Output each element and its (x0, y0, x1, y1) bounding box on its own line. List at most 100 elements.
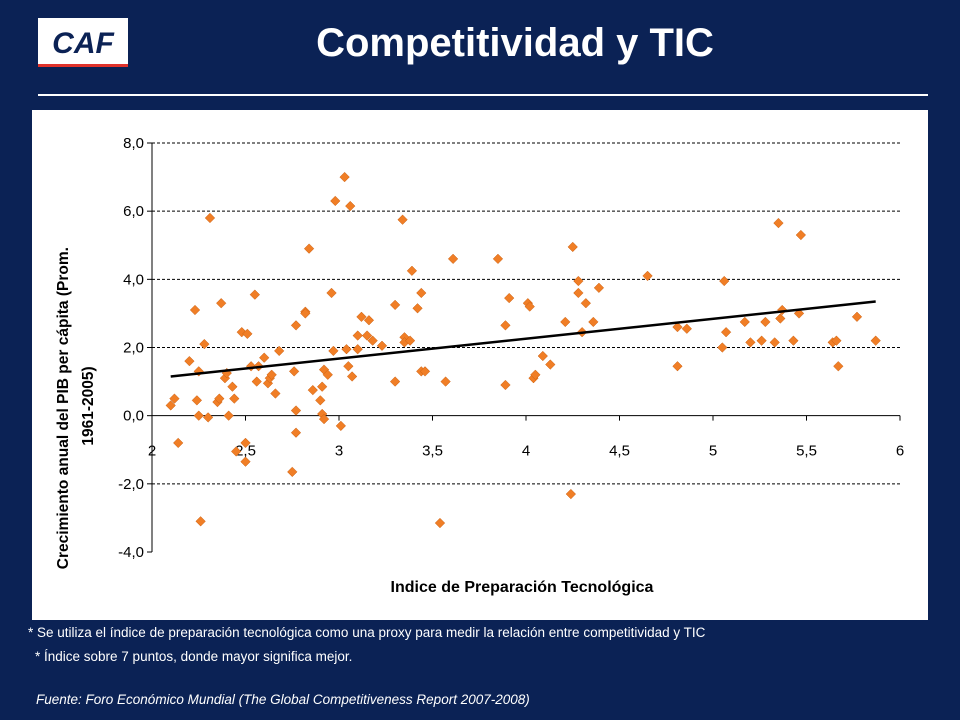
data-point (642, 270, 653, 282)
data-point (259, 352, 270, 363)
data-point (240, 456, 251, 467)
data-point (339, 171, 350, 183)
data-point (367, 335, 378, 346)
data-point (236, 327, 247, 338)
y-tick-label: 2,0 (123, 340, 144, 357)
data-point (404, 335, 416, 346)
data-point (326, 287, 337, 299)
data-point (274, 345, 285, 357)
data-point (573, 275, 584, 287)
data-point (672, 321, 683, 333)
data-point (240, 437, 251, 449)
data-point (851, 311, 863, 322)
data-point (216, 298, 227, 309)
y-tick-label: 4,0 (123, 271, 144, 288)
data-point (346, 371, 358, 382)
data-point (756, 335, 767, 346)
data-point (681, 323, 692, 334)
axes (147, 142, 901, 553)
data-point (717, 342, 728, 353)
data-point (560, 316, 571, 328)
data-point (317, 381, 328, 392)
trendline (170, 300, 876, 378)
data-point (335, 420, 347, 432)
data-point (184, 355, 195, 367)
y-tick-label: 0,0 (123, 408, 144, 425)
data-point (227, 381, 238, 392)
data-point (363, 315, 375, 326)
data-points (165, 171, 881, 529)
data-point (270, 388, 281, 399)
data-point (328, 345, 339, 357)
data-point (290, 320, 302, 331)
data-point (831, 335, 842, 346)
data-point (361, 330, 373, 341)
data-point (315, 395, 326, 406)
caf-logo: CAF (38, 18, 128, 68)
data-point (389, 299, 401, 311)
data-point (287, 466, 298, 478)
data-point (672, 361, 683, 372)
data-point (434, 517, 446, 529)
logo-text: CAF (52, 27, 114, 60)
data-point (720, 327, 732, 338)
data-point (288, 366, 300, 377)
gridlines (152, 142, 900, 485)
data-point (214, 393, 225, 404)
x-axis-label: Indice de Preparación Tecnológica (391, 579, 654, 596)
slide-title: Competitividad y TIC (316, 21, 714, 65)
data-point (173, 437, 184, 449)
data-point (229, 393, 240, 404)
data-point (769, 337, 780, 348)
data-point (492, 253, 504, 265)
data-point (352, 344, 363, 355)
data-point (537, 350, 548, 362)
data-point (788, 335, 799, 346)
data-point (545, 359, 556, 370)
title-divider (38, 94, 928, 96)
data-point (223, 410, 234, 421)
x-tick-label: 6 (896, 443, 904, 460)
x-tick-label: 5,5 (796, 443, 817, 460)
data-point (412, 303, 423, 314)
data-point (376, 340, 388, 351)
logo-accent-stripe (38, 64, 128, 67)
data-point (199, 338, 210, 350)
data-point (745, 337, 756, 348)
data-point (290, 405, 302, 416)
data-point (266, 369, 277, 380)
data-point (419, 366, 431, 377)
x-tick-label: 2,5 (235, 443, 256, 460)
chart-panel: -4,0 -2,0 0,0 2,0 4,0 6,0 8,0 2 2,5 3 3,5 4 4,5 5 5,5 6… (32, 110, 928, 620)
data-point (870, 335, 881, 346)
data-point (567, 241, 578, 253)
data-point (530, 369, 541, 380)
data-point (245, 361, 257, 372)
data-point (719, 275, 730, 287)
data-point (341, 344, 352, 355)
y-tick-label: -2,0 (118, 476, 144, 493)
data-point (330, 195, 341, 207)
data-point (588, 316, 599, 328)
data-point (440, 376, 451, 387)
data-point (524, 301, 535, 312)
footnote-scale: * Índice sobre 7 puntos, donde mayor sig… (35, 649, 353, 664)
tick-labels: -4,0 -2,0 0,0 2,0 4,0 6,0 8,0 2 2,5 3 3,5 4 4,5 5 5,5 6 (118, 135, 904, 561)
data-point (500, 379, 511, 391)
data-point (504, 292, 515, 304)
data-point (795, 229, 807, 241)
data-point (352, 330, 363, 341)
x-tick-label: 4,5 (609, 443, 630, 460)
y-axis-label: Crecimiento anual del PIB per cápita (Pr… (55, 243, 97, 569)
data-point (447, 253, 459, 265)
data-point (189, 304, 201, 316)
data-point (500, 320, 511, 331)
y-tick-label: 6,0 (123, 203, 144, 220)
data-point (193, 410, 204, 421)
data-point (416, 287, 427, 299)
data-point (593, 282, 605, 294)
data-point (322, 369, 333, 380)
data-point (204, 212, 216, 224)
source-note: Fuente: Foro Económico Mundial (The Glob… (36, 692, 530, 707)
data-point (191, 395, 203, 406)
